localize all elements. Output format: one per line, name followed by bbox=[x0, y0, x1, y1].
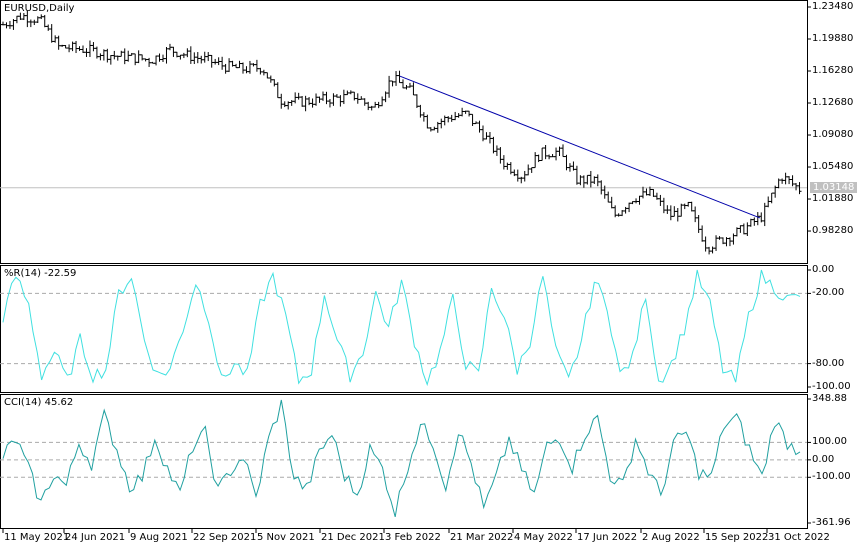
panel-border-1 bbox=[0, 265, 808, 393]
date-label: 17 Jun 2022 bbox=[577, 532, 638, 543]
osc-tick: 0.00 bbox=[812, 453, 835, 465]
price-tick: 1.19880 bbox=[812, 33, 854, 44]
current-price-label: 1.03148 bbox=[810, 182, 858, 193]
date-label: 11 May 2021 bbox=[4, 532, 70, 543]
price-tick: 1.01880 bbox=[812, 193, 854, 205]
osc-tick: 100.00 bbox=[812, 436, 847, 448]
wpr-title: %R(14) -22.59 bbox=[4, 268, 77, 279]
cci-title: CCI(14) 45.62 bbox=[4, 397, 74, 408]
osc-tick: 348.88 bbox=[812, 393, 847, 404]
price-tick: 1.23480 bbox=[812, 1, 854, 12]
date-label: 4 May 2022 bbox=[514, 532, 573, 543]
osc-tick: -20.00 bbox=[812, 287, 845, 299]
date-label: 21 Dec 2021 bbox=[321, 532, 385, 543]
date-label: 21 Mar 2022 bbox=[450, 532, 514, 543]
osc-tick: -361.96 bbox=[812, 517, 851, 528]
panel-border-2 bbox=[0, 394, 808, 529]
date-label: 31 Oct 2022 bbox=[768, 532, 830, 543]
osc-tick: -100.00 bbox=[812, 381, 851, 392]
indicator-line bbox=[2, 399, 801, 518]
osc-tick: -100.00 bbox=[812, 471, 851, 483]
price-tick: 1.05480 bbox=[812, 161, 854, 173]
price-tick: 1.09080 bbox=[812, 129, 854, 141]
price-tick: 1.16280 bbox=[812, 65, 854, 76]
price-tick: 1.12680 bbox=[812, 97, 854, 108]
osc-tick: 0.00 bbox=[812, 264, 835, 275]
main-title: EURUSD,Daily bbox=[4, 3, 75, 14]
indicator-line bbox=[2, 269, 801, 387]
date-label: 5 Nov 2021 bbox=[257, 532, 315, 543]
date-label: 22 Sep 2021 bbox=[193, 532, 257, 543]
price-tick: 0.98280 bbox=[812, 225, 854, 237]
date-label: 15 Sep 2022 bbox=[705, 532, 769, 543]
date-label: 3 Feb 2022 bbox=[385, 532, 441, 543]
panel-border-0 bbox=[0, 0, 808, 264]
osc-tick: -80.00 bbox=[812, 357, 845, 369]
date-label: 24 Jun 2021 bbox=[65, 532, 126, 543]
date-label: 9 Aug 2021 bbox=[130, 532, 188, 543]
trendline bbox=[399, 75, 761, 219]
date-label: 2 Aug 2022 bbox=[642, 532, 700, 543]
